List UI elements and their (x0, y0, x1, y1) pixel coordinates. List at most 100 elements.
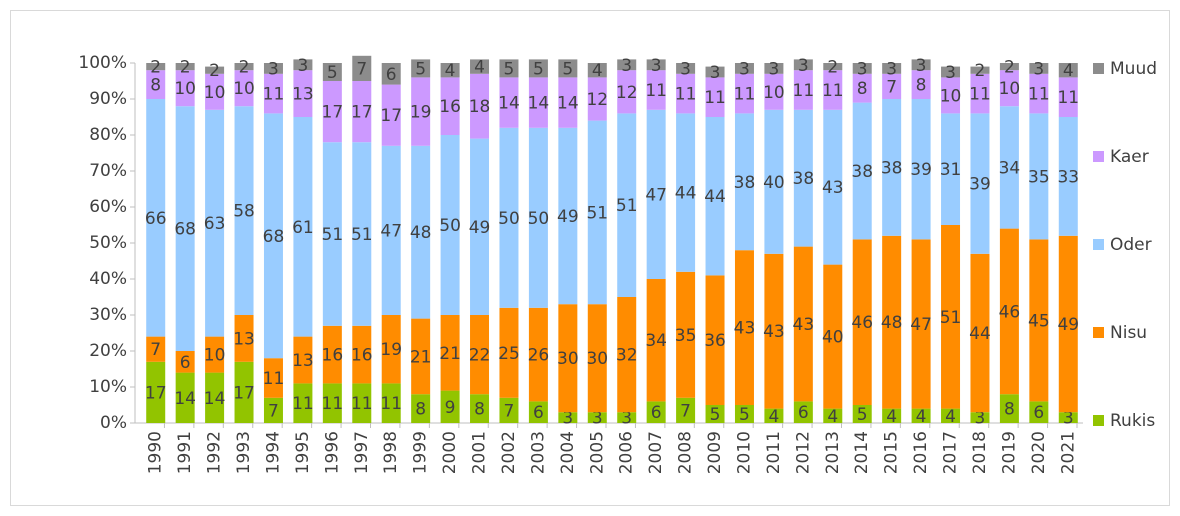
bar-segment (411, 59, 431, 78)
bar-segment (941, 408, 961, 423)
legend-swatch (1093, 151, 1104, 162)
data-label: 6 (180, 353, 191, 373)
data-label: 13 (292, 85, 314, 105)
data-label: 21 (410, 347, 432, 367)
data-label: 19 (380, 340, 402, 360)
data-label: 4 (945, 407, 956, 427)
data-label: 11 (292, 394, 314, 414)
bar-segment (1029, 113, 1049, 240)
data-label: 50 (528, 209, 550, 229)
bar-segment (558, 59, 578, 78)
x-tick-label: 1991 (175, 431, 195, 474)
data-label: 43 (763, 322, 785, 342)
bar-segment (528, 307, 548, 402)
bar-segment (676, 73, 696, 114)
data-label: 22 (469, 346, 491, 366)
data-label: 6 (386, 65, 397, 85)
bar-segment (440, 135, 460, 315)
data-label: 7 (268, 401, 279, 421)
data-label: 17 (145, 383, 167, 403)
data-label: 11 (675, 85, 697, 105)
data-label: 14 (528, 94, 550, 114)
bar-segment (587, 120, 607, 305)
bar-segment (293, 117, 313, 337)
bar-segment (322, 383, 342, 423)
data-label: 38 (851, 162, 873, 182)
bar-segment (705, 117, 725, 276)
bar-segment (381, 383, 401, 423)
data-label: 6 (651, 403, 662, 423)
data-label: 30 (586, 349, 608, 369)
bar-segment (882, 73, 902, 99)
bar-segment (234, 315, 254, 362)
y-tick-label: 30% (89, 305, 127, 325)
data-label: 18 (469, 97, 491, 117)
data-label: 36 (704, 331, 726, 351)
bar-segment (764, 408, 784, 423)
data-label: 34 (999, 158, 1021, 178)
data-label: 7 (356, 59, 367, 79)
data-label: 3 (621, 56, 632, 76)
legend-label: Muud (1110, 59, 1157, 79)
bar-segment (322, 81, 342, 143)
x-tick-label: 2007 (646, 431, 666, 474)
bar-segment (617, 412, 637, 423)
bar-segment (852, 405, 872, 423)
data-label: 10 (940, 86, 962, 106)
bar-segment (587, 304, 607, 413)
bar-segment (676, 271, 696, 398)
legend-label: Kaer (1110, 147, 1149, 167)
x-tick-label: 1996 (322, 431, 342, 474)
x-tick-label: 2021 (1058, 431, 1078, 474)
bar-segment (381, 84, 401, 146)
data-label: 11 (734, 85, 756, 105)
data-label: 14 (557, 94, 579, 114)
bar-segment (852, 239, 872, 405)
data-label: 49 (557, 207, 579, 227)
bar-segment (1029, 239, 1049, 402)
bar-segment (352, 325, 372, 384)
legend-swatch (1093, 63, 1104, 74)
bar-segment (381, 145, 401, 315)
bar-segment (970, 412, 990, 423)
bar-segment (793, 246, 813, 402)
data-label: 47 (645, 185, 667, 205)
bar-segment (470, 73, 490, 139)
bar-segment (999, 394, 1019, 423)
bar-segment (764, 63, 784, 74)
bar-segment (646, 401, 666, 423)
x-tick-label: 2018 (970, 431, 990, 474)
bar-segment (411, 318, 431, 395)
bar-segment (823, 264, 843, 409)
data-label: 3 (621, 409, 632, 429)
bar-segment (587, 412, 607, 423)
bar-segment (293, 70, 313, 117)
legend-swatch (1093, 327, 1104, 338)
bar-segment (852, 63, 872, 74)
bar-segment (941, 113, 961, 225)
bar-segment (646, 70, 666, 110)
x-tick-label: 1997 (352, 431, 372, 474)
data-label: 68 (263, 227, 285, 247)
data-label: 7 (504, 401, 515, 421)
data-label: 10 (204, 346, 226, 366)
x-tick-label: 1998 (381, 431, 401, 474)
x-tick-label: 2017 (941, 431, 961, 474)
bar-segment (470, 138, 490, 315)
bar-segment (882, 235, 902, 409)
data-label: 49 (469, 218, 491, 238)
bar-segment (823, 109, 843, 265)
x-tick-label: 1993 (234, 431, 254, 474)
data-label: 10 (174, 79, 196, 99)
bar-segment (263, 63, 283, 74)
data-label: 2 (209, 61, 220, 81)
data-label: 48 (881, 313, 903, 333)
bar-segment (470, 59, 490, 74)
bar-segment (911, 59, 931, 71)
x-tick-label: 2008 (676, 431, 696, 474)
data-label: 51 (322, 225, 344, 245)
bar-segment (440, 77, 460, 135)
bar-segment (823, 63, 843, 71)
data-label: 4 (445, 61, 456, 81)
bar-segment (970, 66, 990, 74)
